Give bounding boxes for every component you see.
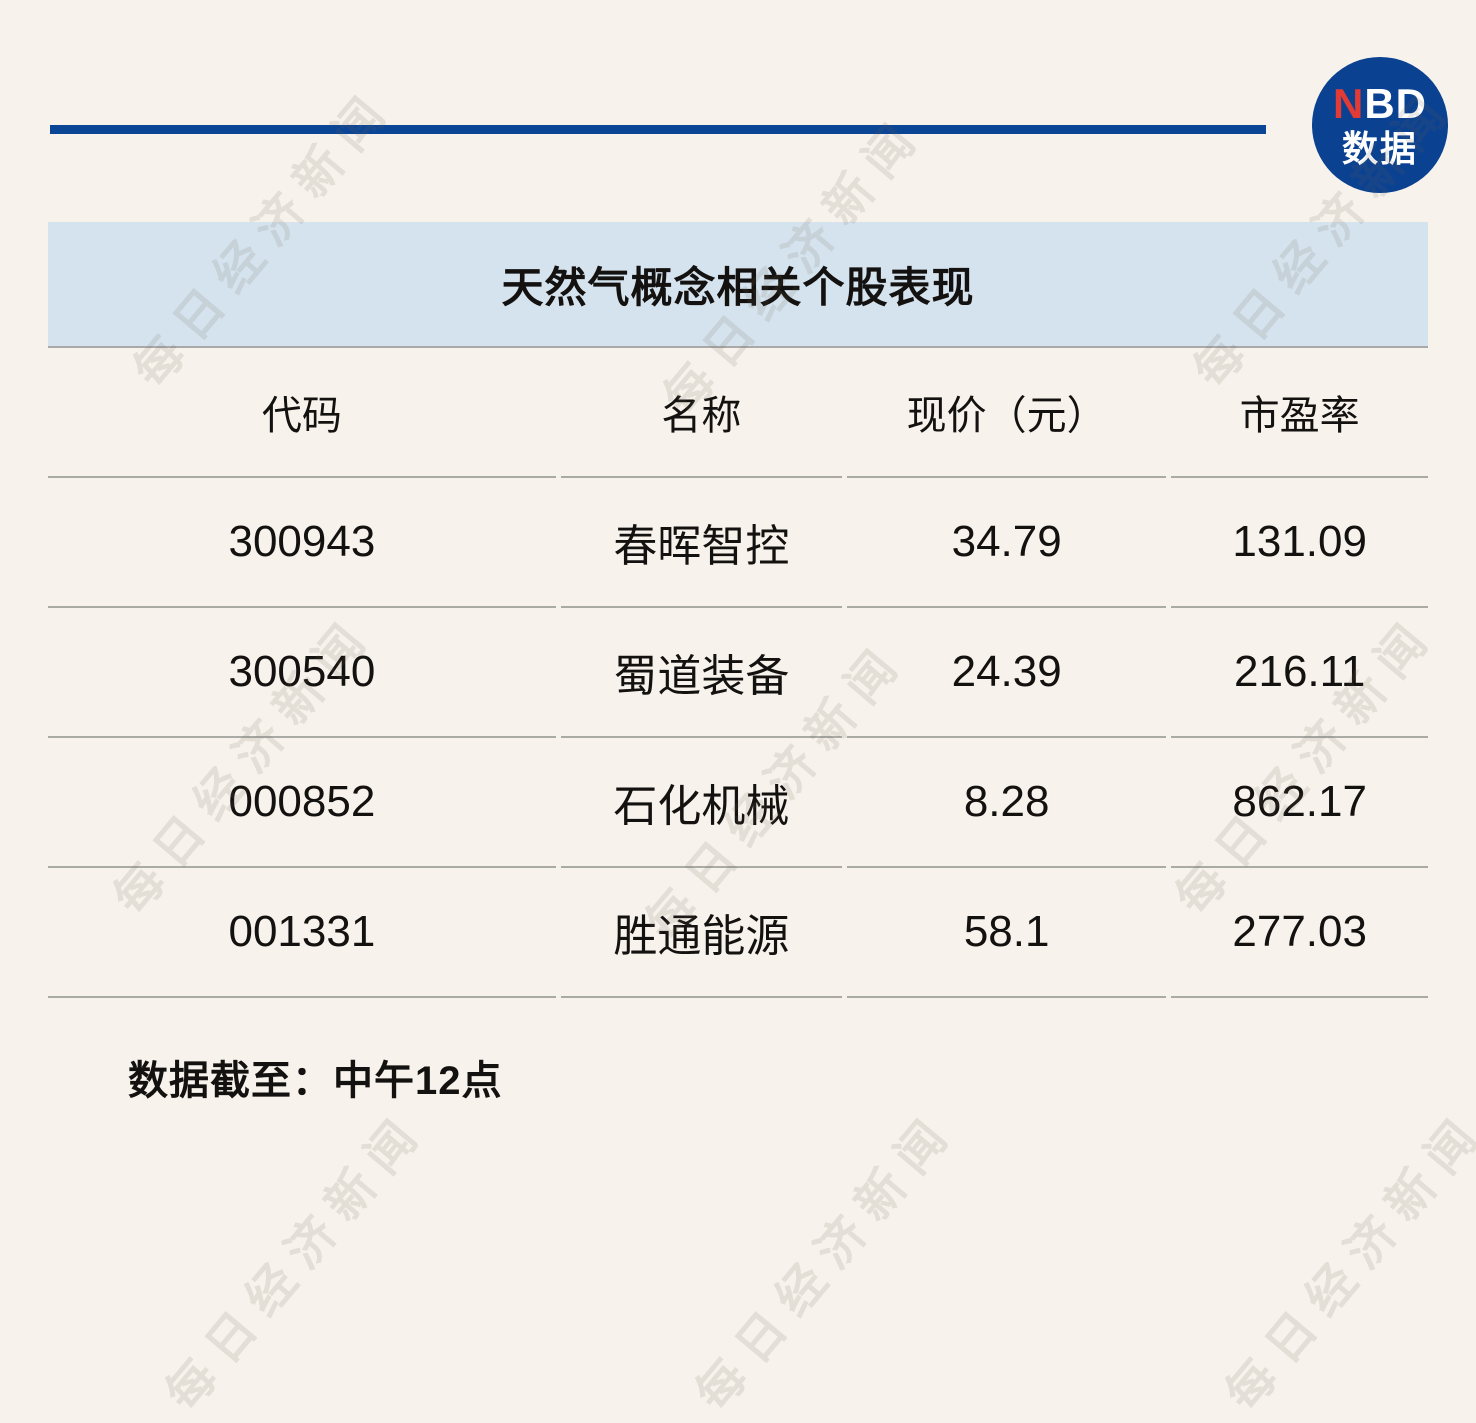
- cell-price: 34.79: [846, 478, 1167, 608]
- header-row: 代码 名称 现价（元） 市盈率: [48, 348, 1428, 478]
- table-row: 300540 蜀道装备 24.39 216.11: [48, 608, 1428, 738]
- watermark-text: 每日经济新闻: [156, 1102, 437, 1422]
- cell-code: 300943: [48, 478, 556, 608]
- watermark-text: 每日经济新闻: [686, 1102, 967, 1422]
- cell-code: 001331: [48, 868, 556, 998]
- table-row: 001331 胜通能源 58.1 277.03: [48, 868, 1428, 998]
- watermark-text: 每日经济新闻: [1216, 1102, 1476, 1422]
- cell-code: 300540: [48, 608, 556, 738]
- column-header-price: 现价（元）: [846, 348, 1167, 478]
- cell-code: 000852: [48, 738, 556, 868]
- cell-price: 58.1: [846, 868, 1167, 998]
- cell-pe: 862.17: [1171, 738, 1428, 868]
- table-row: 300943 春晖智控 34.79 131.09: [48, 478, 1428, 608]
- logo-nbd-text: NBD: [1332, 79, 1427, 127]
- column-header-code: 代码: [48, 348, 556, 478]
- table-wrapper: 代码 名称 现价（元） 市盈率 300943 春晖智控 34.79 131.09…: [48, 348, 1428, 998]
- cell-name: 石化机械: [560, 738, 842, 868]
- cell-name: 胜通能源: [560, 868, 842, 998]
- top-divider-rule: [50, 125, 1266, 134]
- stock-table: 代码 名称 现价（元） 市盈率 300943 春晖智控 34.79 131.09…: [48, 348, 1428, 998]
- data-cutoff-note: 数据截至：中午12点: [128, 1059, 503, 1103]
- logo-letters-bd: BD: [1364, 79, 1427, 127]
- logo-letter-n: N: [1332, 79, 1365, 127]
- column-header-pe: 市盈率: [1171, 348, 1428, 478]
- table-title: 天然气概念相关个股表现: [48, 222, 1428, 348]
- cell-pe: 131.09: [1171, 478, 1428, 608]
- stock-table-card: 天然气概念相关个股表现 代码 名称 现价（元） 市盈率 300943 春晖智控 …: [48, 222, 1428, 998]
- cell-price: 8.28: [846, 738, 1167, 868]
- cell-pe: 216.11: [1171, 608, 1428, 738]
- cell-pe: 277.03: [1171, 868, 1428, 998]
- cell-price: 24.39: [846, 608, 1167, 738]
- cell-name: 春晖智控: [560, 478, 842, 608]
- cell-name: 蜀道装备: [560, 608, 842, 738]
- column-header-name: 名称: [560, 348, 842, 478]
- nbd-data-logo: NBD 数据: [1312, 57, 1448, 193]
- logo-shuju-text: 数据: [1341, 127, 1418, 169]
- table-row: 000852 石化机械 8.28 862.17: [48, 738, 1428, 868]
